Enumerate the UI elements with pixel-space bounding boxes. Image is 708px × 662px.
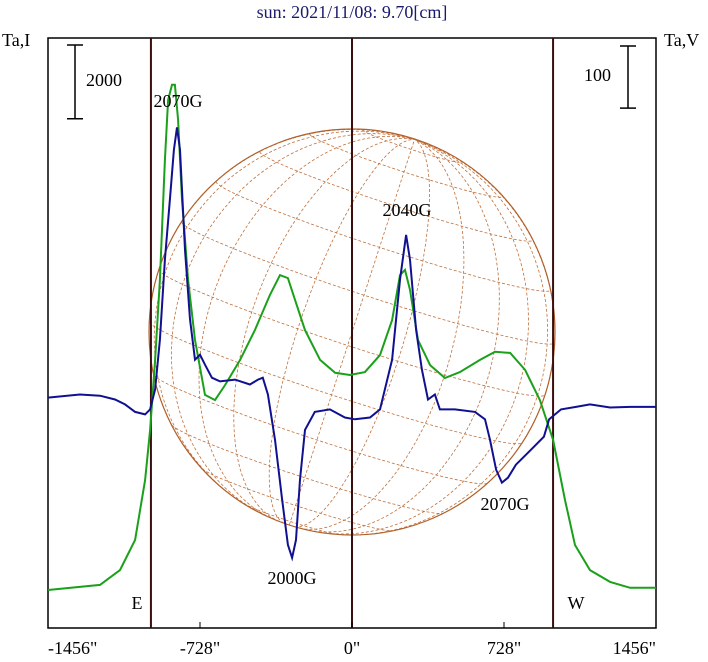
scale-label: 100 <box>584 65 611 85</box>
x-tick-label: 728" <box>487 638 521 658</box>
parallel <box>309 133 504 198</box>
annotation: 2070G <box>481 494 530 514</box>
annotation: E <box>132 593 143 613</box>
x-tick-label: -1456" <box>48 638 97 658</box>
meridian <box>294 139 430 528</box>
parallel <box>243 503 339 535</box>
annotation: 2070G <box>154 91 203 111</box>
parallel <box>181 221 556 345</box>
meridian <box>153 130 415 498</box>
annotation: W <box>568 593 585 613</box>
meridian <box>198 135 415 521</box>
y2-axis-label: Ta,V <box>664 30 699 50</box>
scale-label: 2000 <box>86 70 122 90</box>
solar-globe <box>148 128 556 536</box>
parallel <box>362 129 463 163</box>
parallel <box>158 269 546 397</box>
meridian <box>315 139 529 535</box>
parallel <box>201 468 393 532</box>
annotation: 2040G <box>383 200 432 220</box>
parallel <box>171 424 444 515</box>
x-tick-label: -728" <box>180 638 220 658</box>
parallel <box>215 181 551 292</box>
x-tick-label: 1456" <box>613 638 656 658</box>
annotation: 2000G <box>268 568 317 588</box>
parallel <box>259 151 534 242</box>
series-line <box>47 127 656 562</box>
x-tick-label: 0" <box>344 638 360 658</box>
y-axis-label: Ta,I <box>2 30 30 50</box>
parallel <box>153 374 488 485</box>
parallel <box>149 321 522 445</box>
series-line <box>47 83 656 591</box>
meridian <box>303 139 500 533</box>
chart-title: sun: 2021/11/08: 9.70[cm] <box>257 2 448 22</box>
meridian <box>233 137 415 522</box>
meridian <box>299 139 465 530</box>
